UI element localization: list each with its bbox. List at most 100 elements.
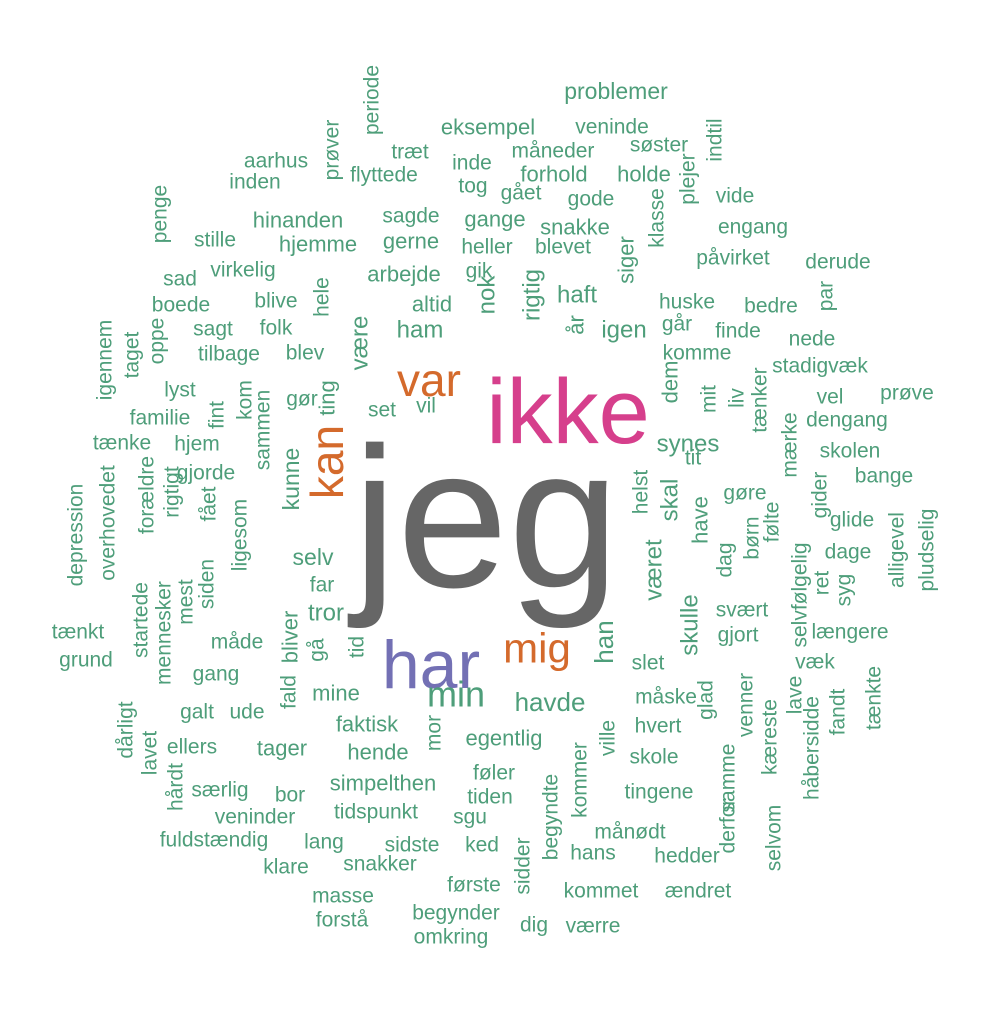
- word-mor: mor: [423, 715, 446, 751]
- word-forhold: forhold: [520, 162, 587, 187]
- word-bor: bor: [275, 784, 305, 807]
- word-depression: depression: [65, 484, 88, 587]
- word-alligevel: alligevel: [886, 512, 909, 588]
- word-tidspunkt: tidspunkt: [334, 801, 418, 824]
- word-nede: nede: [789, 328, 836, 351]
- word-siger: siger: [614, 236, 639, 284]
- word-indtil: indtil: [704, 118, 727, 161]
- word-ligesom: ligesom: [229, 499, 252, 571]
- word-syg: syg: [833, 574, 856, 607]
- word-tog: tog: [458, 175, 487, 198]
- word-blev: blev: [286, 342, 325, 365]
- word-set: set: [368, 399, 396, 422]
- word-traet: træt: [391, 141, 429, 164]
- word-foerste: første: [447, 874, 501, 897]
- word-mest: mest: [175, 579, 198, 625]
- word-glide: glide: [830, 509, 874, 532]
- word-saerlig: særlig: [191, 779, 248, 802]
- word-holde: holde: [617, 162, 671, 187]
- word-proeve: prøve: [880, 382, 934, 405]
- word-ret: ret: [811, 571, 834, 596]
- word-gjort: gjort: [718, 624, 759, 647]
- word-ham: ham: [397, 317, 444, 344]
- word-hedder: hedder: [654, 845, 719, 868]
- word-egentlig: egentlig: [465, 726, 542, 751]
- word-veninde: veninde: [575, 116, 649, 139]
- word-vaeret: været: [641, 539, 668, 601]
- word-havde: havde: [515, 687, 586, 717]
- word-haft: haft: [557, 282, 597, 309]
- word-jeg: jeg: [348, 407, 620, 630]
- word-hvert: hvert: [635, 715, 682, 738]
- word-ikke: ikke: [486, 361, 650, 463]
- word-svaert: svært: [716, 599, 769, 622]
- word-skulle: skulle: [677, 594, 704, 655]
- word-folk: folk: [260, 317, 293, 340]
- word-skole: skole: [629, 746, 678, 769]
- word-glad: glad: [695, 680, 718, 720]
- word-flyttede: flyttede: [350, 164, 418, 187]
- word-aendret: ændret: [665, 880, 732, 903]
- word-tiden: tiden: [467, 786, 513, 809]
- word-omkring: omkring: [414, 926, 489, 949]
- word-pludselig: pludselig: [916, 509, 939, 592]
- word-lang: lang: [304, 831, 344, 854]
- word-boern: børn: [741, 516, 764, 559]
- word-sgu: sgu: [453, 806, 487, 829]
- word-kan: kan: [301, 425, 353, 499]
- word-gaa: gå: [306, 638, 329, 662]
- word-selv: selv: [293, 544, 334, 570]
- word-gange: gange: [464, 207, 525, 232]
- word-engang: engang: [718, 216, 788, 239]
- word-skolen: skolen: [820, 440, 881, 463]
- word-sidder: sidder: [512, 837, 535, 894]
- word-altid: altid: [412, 292, 452, 317]
- word-derude: derude: [805, 251, 870, 274]
- word-proever: prøver: [321, 120, 344, 181]
- word-siden: siden: [196, 559, 219, 609]
- word-slet: slet: [632, 652, 665, 675]
- word-hjemme: hjemme: [279, 232, 357, 257]
- word-maanoedt: månødt: [594, 821, 665, 844]
- word-var: var: [397, 354, 461, 406]
- word-hans: hans: [570, 842, 616, 865]
- word-foraeldre: forældre: [136, 456, 159, 534]
- word-taget: taget: [121, 331, 144, 378]
- word-fandt: fandt: [827, 688, 850, 735]
- word-gang: gang: [193, 663, 240, 686]
- word-klare: klare: [263, 856, 309, 879]
- word-lyst: lyst: [164, 379, 196, 402]
- word-helst: helst: [630, 470, 653, 515]
- word-dage: dage: [825, 541, 872, 564]
- word-vide: vide: [716, 185, 755, 208]
- word-kaereste: kæreste: [759, 699, 782, 775]
- word-vaerre: værre: [566, 915, 621, 938]
- word-inden: inden: [229, 171, 280, 194]
- word-ting: ting: [315, 380, 340, 415]
- word-stille: stille: [194, 229, 236, 252]
- word-hende: hende: [347, 740, 408, 765]
- word-mennesker: mennesker: [153, 581, 176, 685]
- word-stadigvaek: stadigvæk: [772, 355, 868, 378]
- word-maaneder: måneder: [512, 140, 595, 163]
- word-grund: grund: [59, 649, 113, 672]
- word-hinanden: hinanden: [253, 208, 344, 233]
- word-mine: mine: [312, 681, 360, 706]
- word-tilbage: tilbage: [198, 343, 260, 366]
- word-rigtigt: rigtigt: [161, 466, 184, 518]
- word-bedre: bedre: [744, 295, 798, 318]
- word-kommet: kommet: [564, 880, 639, 903]
- word-han: han: [589, 620, 619, 663]
- word-simpelthen: simpelthen: [330, 771, 436, 796]
- word-tit: tit: [685, 447, 702, 470]
- word-selvfoelgelig: selvfølgelig: [789, 542, 812, 647]
- word-komme: komme: [663, 342, 732, 365]
- word-hjem: hjem: [174, 433, 220, 456]
- word-faaet: fået: [198, 486, 221, 521]
- word-taenke: tænke: [93, 432, 151, 455]
- word-gerne: gerne: [383, 229, 439, 254]
- word-fuldstaendig: fuldstændig: [160, 829, 269, 852]
- word-bliver: bliver: [278, 611, 303, 664]
- word-forstaa: forstå: [316, 909, 369, 932]
